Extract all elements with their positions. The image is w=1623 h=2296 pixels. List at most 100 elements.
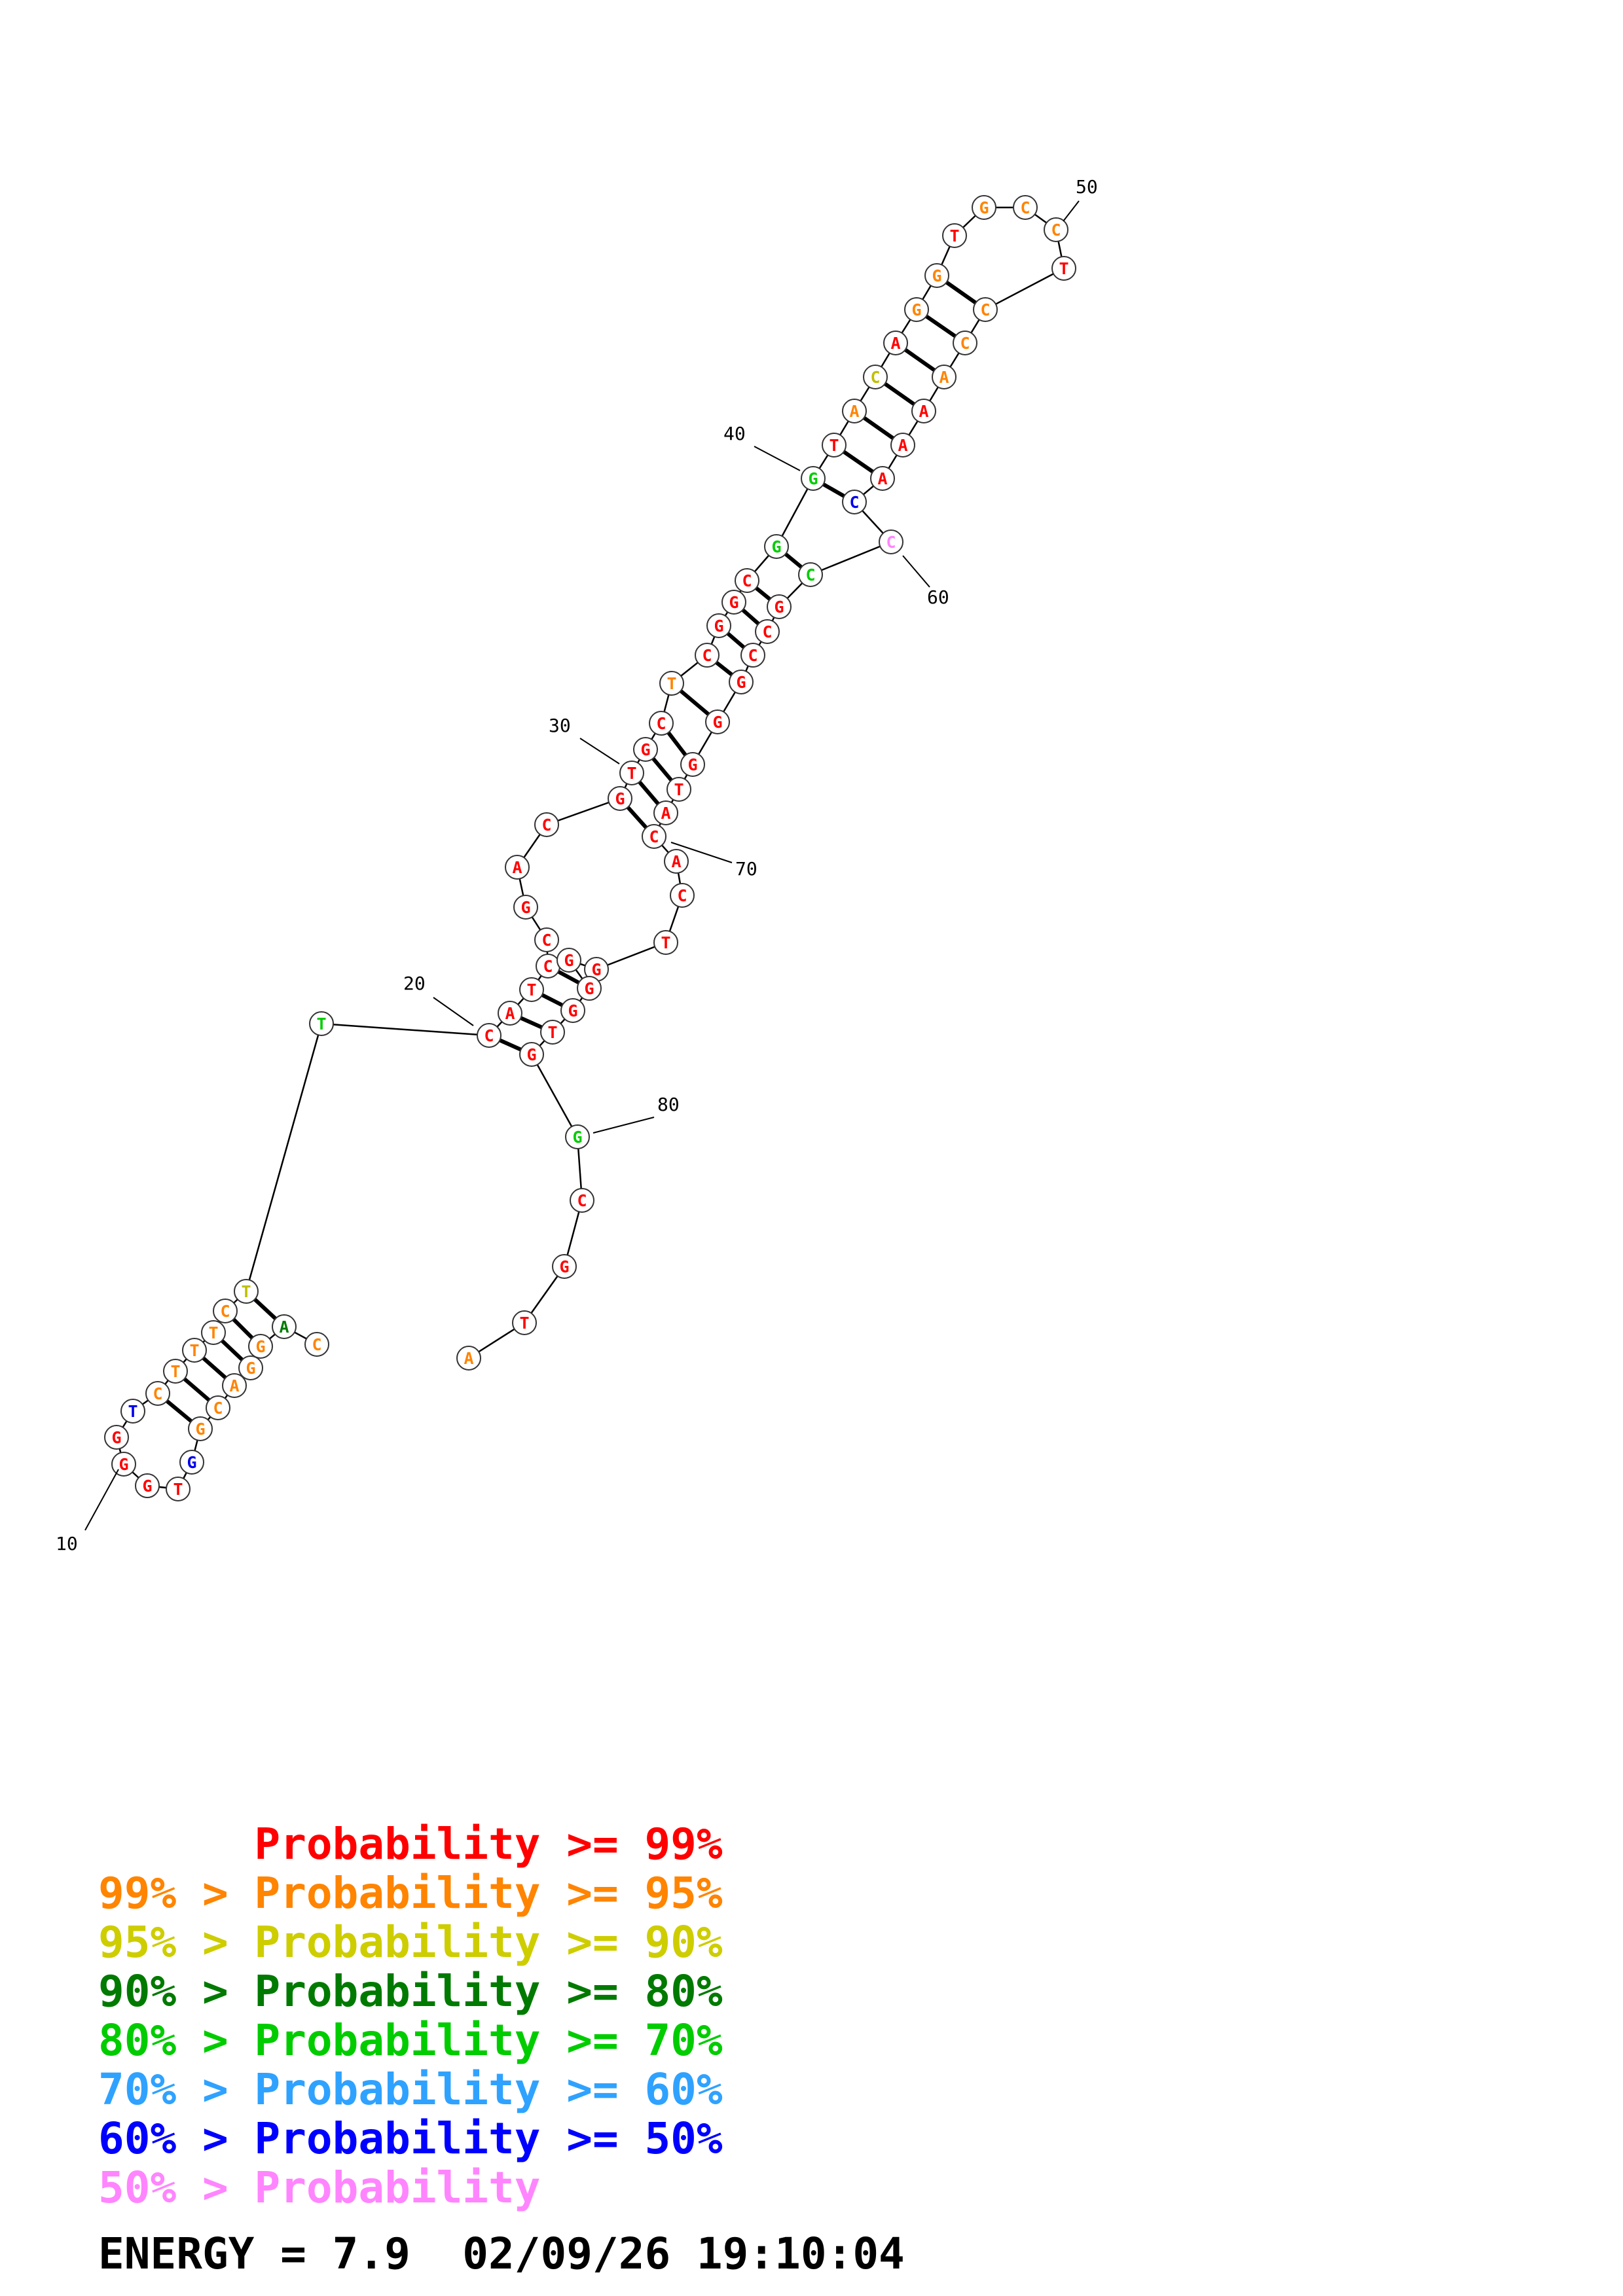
nucleotide-circle: [633, 737, 658, 762]
nucleotide-letter: C: [543, 957, 553, 976]
nucleotide-letter: T: [829, 436, 839, 455]
nucleotide-letter: C: [702, 646, 712, 665]
nucleotide-letter: G: [255, 1337, 265, 1356]
backbone-link: [530, 1054, 579, 1138]
nucleotide-letter: A: [505, 1004, 515, 1023]
nucleotide-circle: [879, 529, 903, 554]
backbone-link: [775, 478, 814, 547]
nucleotide-letter: A: [671, 852, 681, 871]
nucleotide-circle: [798, 562, 823, 587]
nucleotide-circle: [932, 365, 957, 389]
nucleotide-circle: [188, 1416, 213, 1441]
nucleotide-circle: [540, 1020, 565, 1045]
nucleotide-letter: G: [572, 1128, 582, 1147]
legend-item: Probability >= 99%: [98, 1819, 723, 1869]
nucleotide-letter: C: [748, 646, 757, 665]
nucleotide-letter: G: [774, 598, 784, 617]
nucleotide-letter: T: [170, 1362, 180, 1381]
nucleotide-circle: [104, 1425, 129, 1450]
nucleotide-circle: [822, 433, 847, 457]
nucleotide-letter: G: [142, 1477, 152, 1496]
position-leader-line: [433, 997, 474, 1026]
legend-item: 70% > Probability >= 60%: [98, 2064, 723, 2115]
nucleotide-letter: G: [526, 1045, 536, 1064]
nucleotide-letter: A: [939, 368, 949, 387]
probability-legend: Probability >= 99% 99% > Probability >= 9…: [98, 1820, 723, 2212]
nucleotide-circle: [272, 1314, 297, 1339]
nucleotide-circle: [234, 1279, 259, 1304]
nucleotide-letter: A: [512, 858, 522, 877]
nucleotide-circle: [519, 1042, 544, 1067]
nucleotide-letter: G: [736, 673, 746, 692]
legend-item: 60% > Probability >= 50%: [98, 2113, 723, 2164]
nucleotide-letter: C: [677, 886, 687, 905]
nucleotide-letter: G: [729, 593, 739, 612]
nucleotide-letter: C: [541, 931, 551, 950]
nucleotide-circle: [498, 1001, 522, 1026]
nucleotide-circle: [304, 1332, 329, 1357]
nucleotide-circle: [206, 1395, 230, 1420]
nucleotide-letter: T: [173, 1480, 183, 1499]
nucleotide-letter: C: [312, 1335, 321, 1354]
nucleotide-letter: C: [980, 300, 990, 319]
nucleotide-circle: [653, 930, 678, 955]
backbone-link: [985, 267, 1065, 311]
legend-item: 95% > Probability >= 90%: [98, 1917, 723, 1967]
nucleotide-letter: T: [949, 226, 959, 245]
nucleotide-letter: T: [674, 780, 684, 799]
nucleotide-letter: G: [559, 1257, 569, 1276]
nucleotide-letter: C: [762, 622, 772, 641]
nucleotide-letter: T: [627, 764, 636, 783]
nucleotide-circle: [505, 855, 530, 880]
nucleotide-circle: [953, 331, 977, 355]
nucleotide-circle: [222, 1373, 247, 1398]
nucleotide-circle: [740, 643, 765, 668]
nucleotide-circle: [642, 824, 666, 849]
nucleotide-circle: [534, 927, 559, 952]
nucleotide-circle: [570, 1188, 594, 1213]
nucleotide-circle: [924, 263, 949, 288]
position-leader-line: [670, 842, 733, 863]
nucleotide-circle: [135, 1473, 160, 1498]
position-number-label: 70: [735, 858, 757, 880]
nucleotide-letter: G: [911, 300, 921, 319]
nucleotide-circle: [163, 1359, 188, 1384]
nucleotide-letter: C: [886, 533, 896, 552]
nucleotide-letter: G: [979, 198, 989, 217]
nucleotide-circle: [513, 895, 538, 920]
nucleotide-circle: [842, 399, 867, 423]
nucleotide-circle: [801, 466, 826, 491]
nucleotide-letter: A: [661, 804, 670, 823]
nucleotide-letter: G: [687, 755, 697, 774]
nucleotide-circle: [309, 1011, 334, 1036]
nucleotide-letter: A: [877, 469, 887, 488]
nucleotide-circle: [729, 670, 754, 694]
nucleotide-circle: [659, 671, 684, 696]
nucleotide-circle: [238, 1355, 263, 1380]
nucleotide-circle: [179, 1450, 204, 1475]
nucleotide-circle: [519, 977, 544, 1002]
nucleotide-circle: [1013, 195, 1038, 220]
position-number-label: 60: [927, 586, 949, 608]
nucleotide-circle: [1044, 217, 1068, 242]
nucleotide-letter: G: [808, 469, 818, 488]
backbone-link: [245, 1023, 323, 1292]
nucleotide-circle: [670, 883, 695, 908]
nucleotide-letter: G: [564, 951, 574, 970]
nucleotide-letter: A: [919, 402, 928, 421]
legend-item: 50% > Probability: [98, 2162, 541, 2213]
nucleotide-circle: [883, 331, 908, 355]
nucleotide-circle: [213, 1299, 238, 1323]
position-number-label: 40: [723, 423, 746, 444]
nucleotide-circle: [145, 1381, 170, 1406]
nucleotide-letter: T: [547, 1023, 557, 1042]
nucleotide-letter: G: [771, 537, 781, 556]
nucleotide-circle: [653, 800, 678, 825]
position-number-label: 50: [1076, 176, 1098, 198]
energy-line: ENERGY = 7.9 02/09/26 19:10:04: [98, 2229, 905, 2279]
nucleotide-letter: A: [279, 1318, 289, 1336]
position-number-label: 30: [549, 715, 571, 736]
nucleotide-letter: T: [241, 1282, 251, 1301]
nucleotide-letter: C: [960, 334, 970, 353]
